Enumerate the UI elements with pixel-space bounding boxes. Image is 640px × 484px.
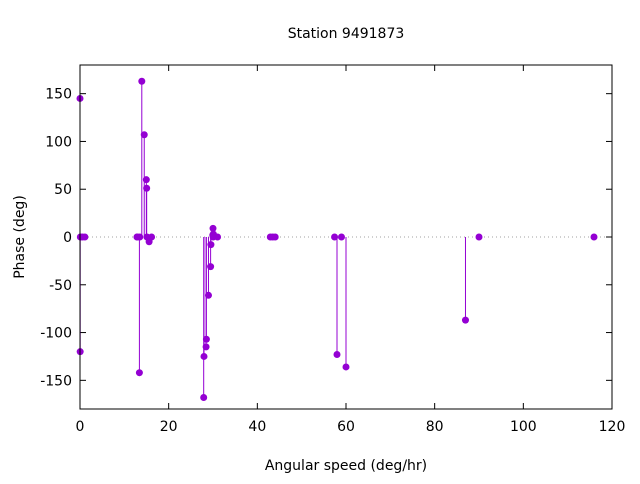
y-tick-label: -100	[40, 326, 72, 342]
data-point	[148, 233, 156, 241]
data-point	[200, 352, 208, 360]
data-point	[271, 233, 279, 241]
y-axis-label: Phase (deg)	[12, 195, 28, 279]
data-point	[461, 316, 469, 324]
y-tick-label: -50	[49, 278, 72, 294]
y-tick-label: 50	[54, 182, 72, 198]
data-point	[331, 233, 339, 241]
data-point	[204, 291, 212, 299]
y-tick-label: 150	[45, 87, 72, 103]
x-tick-label: 80	[426, 419, 444, 435]
x-tick-label: 120	[599, 419, 626, 435]
y-tick-label: -150	[40, 373, 72, 389]
data-point	[207, 263, 215, 271]
data-point	[207, 241, 215, 249]
data-point	[140, 131, 148, 139]
data-point	[202, 343, 210, 351]
x-tick-label: 0	[76, 419, 85, 435]
x-axis-label: Angular speed (deg/hr)	[265, 458, 427, 474]
y-tick-label: 0	[63, 230, 72, 246]
data-point	[333, 351, 341, 359]
data-point	[135, 369, 143, 377]
plot-border	[79, 64, 613, 410]
x-tick-label: 20	[160, 419, 178, 435]
data-marks	[76, 77, 598, 402]
data-point	[209, 224, 217, 232]
data-point	[202, 335, 210, 343]
y-tick-label: 100	[45, 134, 72, 150]
data-point	[138, 77, 146, 85]
data-point	[475, 233, 483, 241]
data-point	[590, 233, 598, 241]
x-tick-label: 60	[337, 419, 355, 435]
axes: 0 20 40 60 80 100 120 -150 -100 -50 0 50 100 150	[40, 65, 625, 435]
x-tick-label: 40	[248, 419, 266, 435]
chart-title: Station 9491873	[288, 26, 405, 42]
data-point	[200, 394, 208, 402]
x-tick-label: 100	[510, 419, 537, 435]
data-point	[142, 176, 150, 184]
data-point	[81, 233, 89, 241]
data-point	[342, 363, 350, 371]
data-point	[337, 233, 345, 241]
data-point	[214, 233, 222, 241]
data-point	[143, 184, 151, 192]
